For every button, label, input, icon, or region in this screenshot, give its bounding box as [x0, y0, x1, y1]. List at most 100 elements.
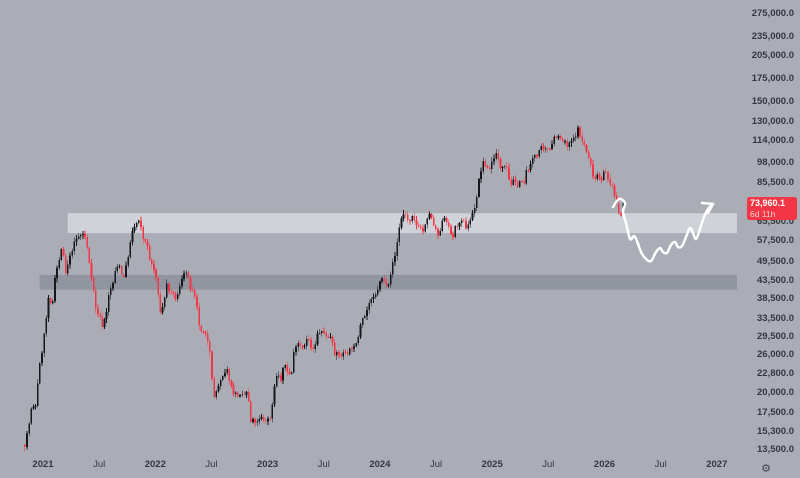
candle-body	[499, 158, 502, 169]
candle-body	[454, 225, 457, 238]
candle-body	[456, 225, 459, 227]
candle-body	[303, 346, 306, 347]
candle-body	[379, 281, 381, 290]
candle-wick	[82, 230, 84, 240]
candle-body	[90, 263, 93, 278]
candle-body	[308, 338, 310, 341]
candle-body	[51, 301, 54, 304]
candle-body	[531, 158, 534, 165]
candle-body	[28, 423, 30, 434]
candle-body	[404, 214, 407, 215]
resistance-zone-rect[interactable]	[67, 213, 737, 234]
projection-arrow-drawing[interactable]	[611, 197, 715, 263]
candle-body	[221, 375, 224, 380]
candle-body	[305, 338, 308, 347]
candle-body	[269, 418, 271, 420]
candle-body	[426, 218, 429, 225]
candle-body	[482, 160, 485, 172]
candle-body	[262, 416, 265, 421]
candle-body	[402, 214, 405, 219]
candle-body	[187, 272, 190, 278]
time-tick-label: 2024	[369, 459, 391, 470]
candle-body	[314, 344, 317, 349]
candle-body	[370, 298, 373, 303]
candle-body	[273, 386, 276, 405]
candle-body	[374, 294, 377, 298]
last-price-value: 73,960.1	[750, 198, 786, 208]
candle-wick	[528, 169, 529, 173]
projection-path[interactable]	[611, 197, 715, 263]
time-tick-label: Jul	[654, 459, 667, 470]
candle-body	[469, 219, 472, 225]
candle-body	[36, 383, 39, 406]
candle-body	[47, 297, 50, 318]
candle-body	[174, 293, 177, 299]
candle-wick	[35, 404, 36, 410]
candle-body	[510, 178, 513, 185]
candle-body	[583, 141, 586, 145]
candle-body	[127, 256, 129, 266]
candle-body	[243, 394, 246, 396]
candle-body	[215, 391, 218, 398]
candle-body	[183, 273, 185, 279]
candle-body	[443, 218, 446, 221]
candle-body	[381, 278, 383, 282]
candle-body	[512, 179, 515, 185]
candle-body	[542, 146, 545, 150]
last-price-label: 73,960.1 6d 11h	[747, 197, 797, 220]
candle-body	[206, 333, 209, 342]
time-tick-label: 2023	[257, 459, 279, 470]
candle-body	[398, 227, 401, 243]
candle-body	[463, 220, 465, 222]
candle-body	[62, 248, 65, 256]
price-tick-label: 85,500.0	[757, 177, 794, 189]
candle-body	[432, 217, 435, 226]
axis-settings-gear-icon[interactable]: ⚙	[761, 462, 771, 475]
candle-body	[168, 283, 170, 292]
candle-body	[131, 230, 134, 243]
candle-body	[387, 284, 390, 286]
candle-body	[574, 136, 577, 138]
candle-body	[523, 181, 525, 184]
price-tick-label: 150,000.0	[751, 95, 794, 107]
candle-body	[153, 264, 155, 270]
candle-body	[172, 291, 175, 294]
candle-body	[320, 331, 323, 334]
candle-body	[587, 151, 590, 158]
candle-body	[64, 255, 67, 274]
candle-body	[596, 174, 599, 179]
candle-body	[34, 405, 37, 407]
candle-body	[344, 352, 347, 353]
candle-body	[67, 264, 69, 274]
candle-body	[495, 152, 497, 159]
candle-body	[49, 297, 52, 304]
candle-body	[107, 295, 110, 312]
time-tick-label: 2025	[481, 459, 503, 470]
candle-body	[97, 308, 99, 315]
support-zone-rect[interactable]	[39, 274, 738, 290]
candle-body	[450, 226, 452, 235]
candle-body	[602, 171, 605, 181]
candle-body	[92, 277, 95, 291]
candle-body	[503, 166, 506, 168]
candle-body	[56, 267, 58, 279]
candle-body	[452, 234, 454, 238]
candle-body	[202, 331, 205, 333]
candle-body	[256, 421, 259, 423]
candle-body	[568, 142, 571, 148]
candle-body	[581, 136, 584, 142]
candle-body	[254, 419, 256, 423]
candle-body	[103, 319, 106, 327]
candle-body	[312, 347, 315, 349]
candle-body	[94, 290, 97, 309]
time-tick-label: Jul	[317, 459, 330, 470]
candle-wick	[457, 223, 458, 230]
candle-body	[189, 277, 192, 290]
candle-body	[471, 213, 474, 220]
candle-body	[191, 289, 194, 291]
candle-body	[383, 278, 386, 281]
candle-wick	[345, 349, 346, 354]
candle-body	[284, 365, 287, 368]
